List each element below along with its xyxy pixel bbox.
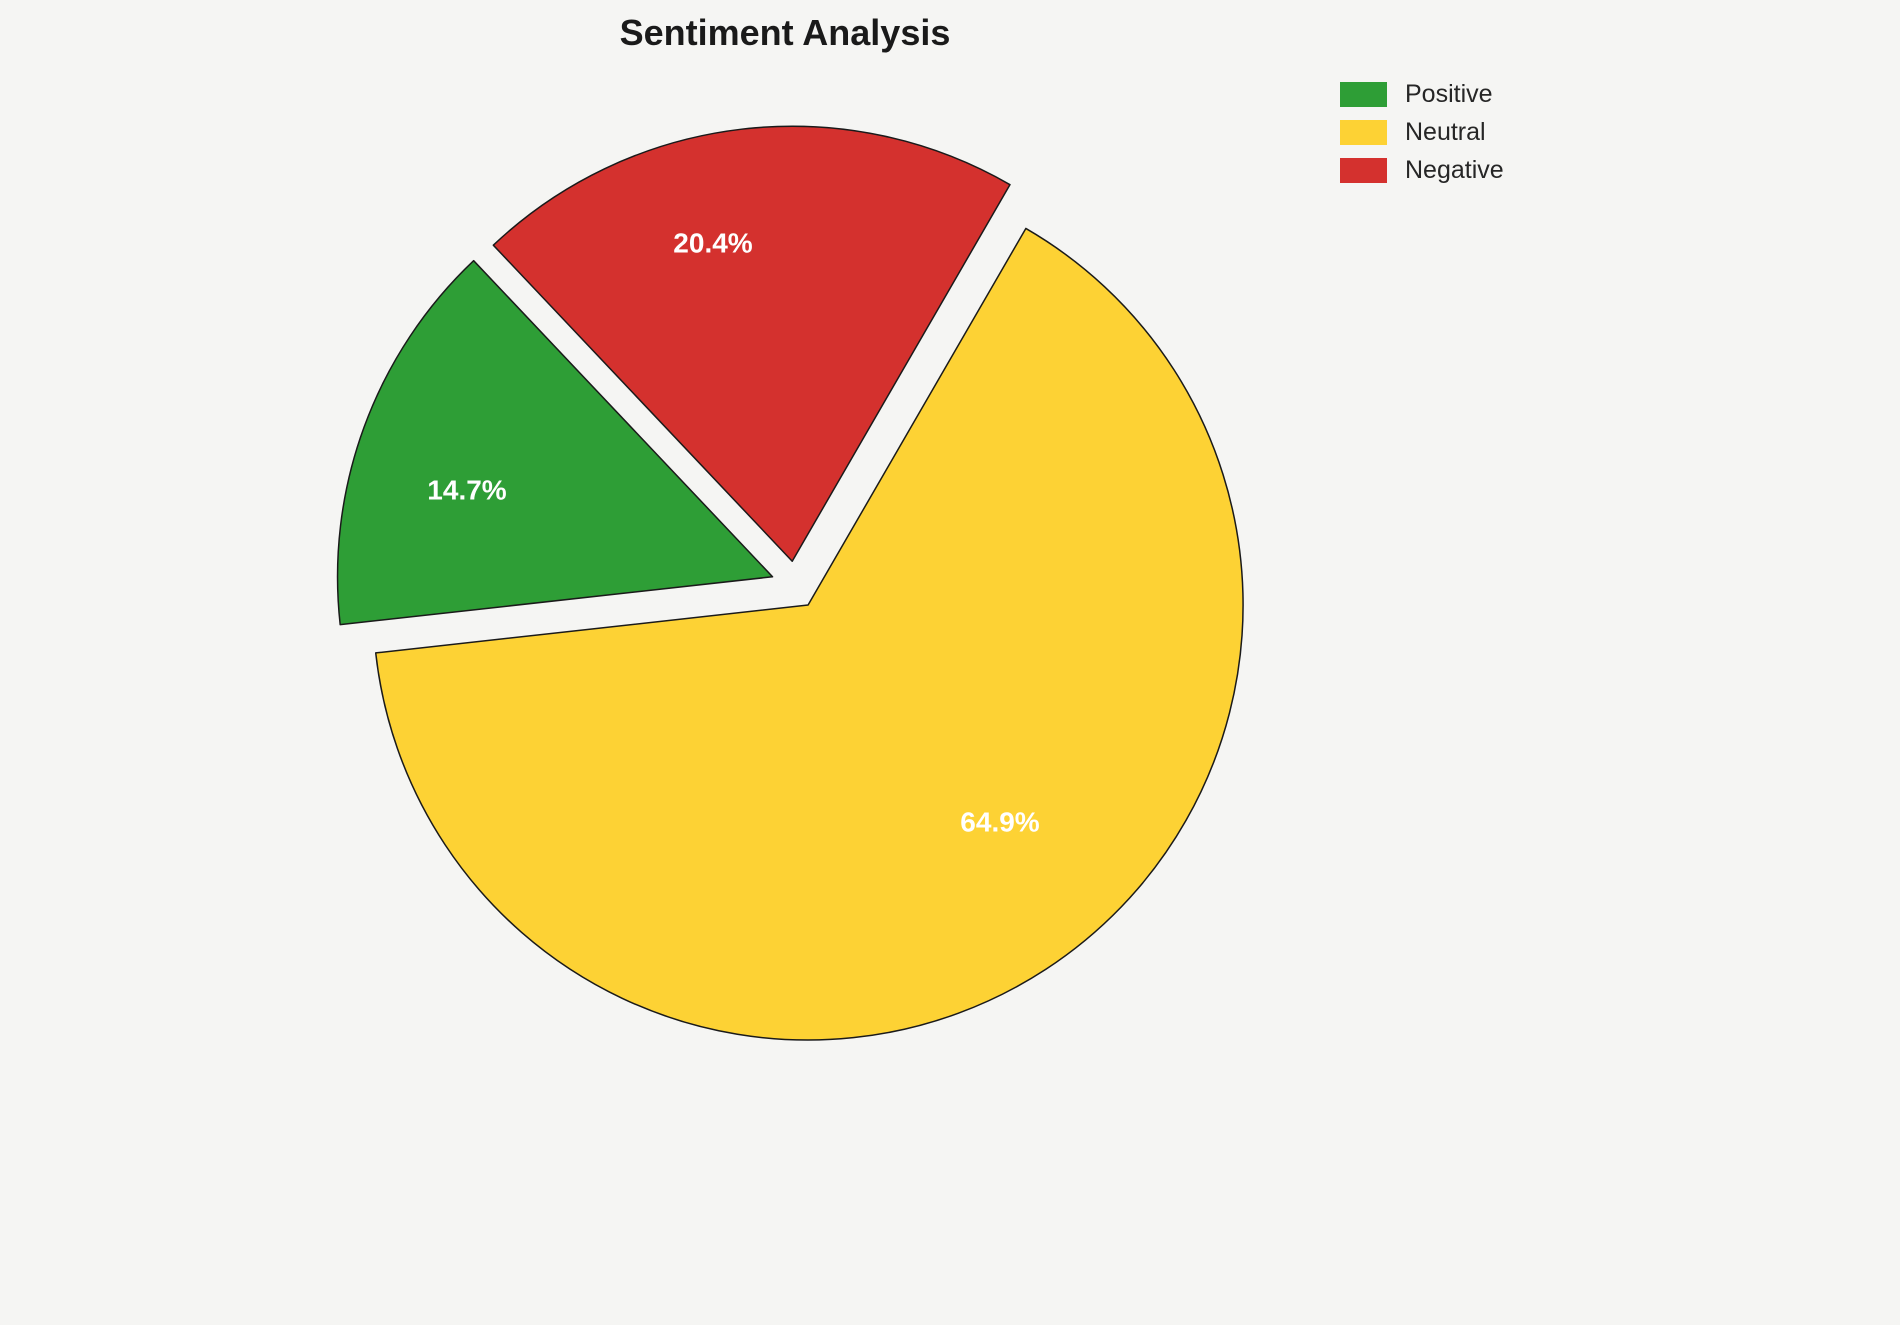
legend: Positive Neutral Negative [1340,82,1504,183]
pie-pct-label-positive: 14.7% [427,475,506,506]
legend-swatch-positive [1340,82,1387,107]
legend-swatch-neutral [1340,120,1387,145]
pie-slice-positive [336,259,774,626]
legend-label-neutral: Neutral [1405,118,1486,146]
legend-label-negative: Negative [1405,156,1504,184]
legend-item-positive: Positive [1340,82,1504,107]
pie-slice-neutral [374,227,1244,1041]
legend-item-negative: Negative [1340,158,1504,183]
pie-pct-label-neutral: 64.9% [960,807,1039,838]
legend-label-positive: Positive [1405,80,1493,108]
legend-item-neutral: Neutral [1340,120,1504,145]
pie-pct-label-negative: 20.4% [673,228,752,259]
legend-swatch-negative [1340,158,1387,183]
pie-slice-negative [492,125,1011,562]
chart-title: Sentiment Analysis [619,12,951,53]
